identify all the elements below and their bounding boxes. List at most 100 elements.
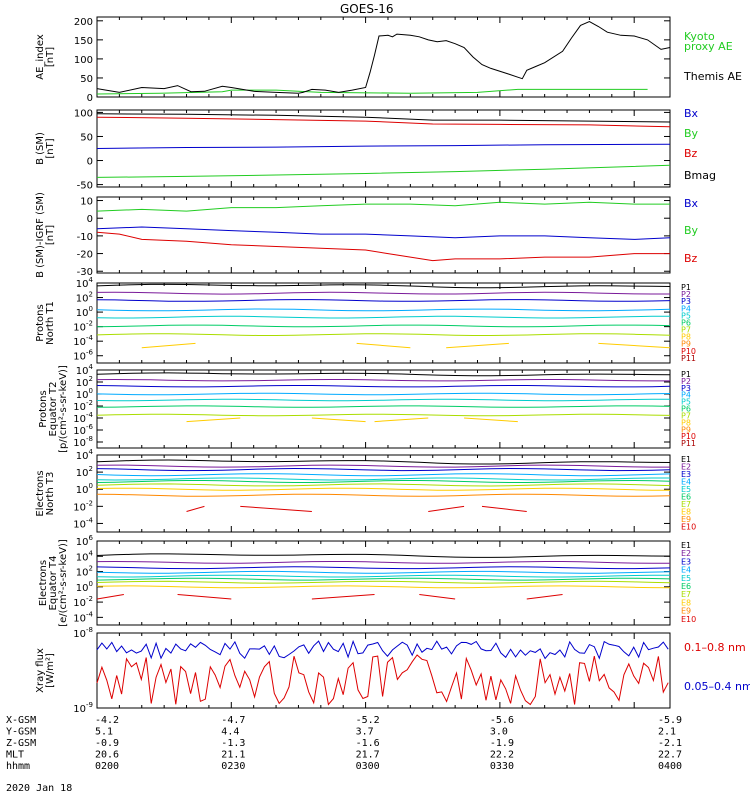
footer-value: -2.1 (658, 738, 682, 749)
y-tick-label: 10-9 (73, 701, 93, 715)
series-line-kyoto-proxy-ae (96, 88, 648, 95)
y-tick-label: 102 (76, 565, 93, 579)
legend-entry: E2 (681, 549, 691, 558)
legend-entry: P7 (681, 411, 691, 420)
flux-channel-segment (186, 417, 241, 423)
legend-entry: P4 (681, 304, 691, 313)
footer-value: 22.7 (658, 750, 682, 761)
y-axis-label: Equator T2 (48, 382, 59, 437)
flux-channel-line (96, 324, 671, 328)
legend-entry: P9 (681, 425, 691, 434)
panel-frame-ae (96, 16, 671, 98)
y-axis-label: Xray flux (35, 648, 46, 693)
y-tick-label: 10-4 (73, 610, 93, 624)
y-axis-label: AE_index (35, 34, 46, 80)
footer-value: 3.0 (490, 727, 508, 738)
flux-channel-segment (481, 505, 527, 512)
flux-channel-segment (464, 417, 518, 423)
y-tick-label: 10-4 (73, 516, 93, 530)
legend-entry: E1 (681, 541, 691, 550)
flux-channel-segment (186, 505, 205, 512)
y-tick-label: 106 (76, 534, 94, 548)
y-tick-label: 102 (76, 465, 93, 479)
footer-row-label: MLT (6, 750, 24, 761)
y-axis-label: [W/m²] (45, 653, 56, 688)
flux-channel-segment (526, 593, 563, 600)
legend-entry: By (684, 224, 699, 237)
flux-channel-line (96, 378, 670, 382)
series-line-by (96, 164, 671, 178)
legend-entry: Bz (684, 147, 698, 160)
footer-value: 0330 (490, 761, 514, 772)
flux-channel-line (96, 570, 671, 574)
flux-channel-line (96, 413, 671, 417)
panel-frame-peqt2 (96, 369, 671, 449)
flux-channel-line (96, 283, 671, 289)
flux-channel-line (96, 299, 671, 302)
panel-frame-ent3 (96, 454, 671, 533)
footer-value: -5.2 (356, 715, 380, 726)
flux-channel-line (96, 483, 671, 487)
flux-channel-line (96, 560, 671, 564)
y-axis-label: [nT] (45, 138, 56, 158)
footer-value: -5.6 (490, 715, 514, 726)
legend-entry: P11 (681, 354, 696, 363)
y-tick-label: 104 (76, 448, 94, 462)
footer-value: -1.6 (356, 738, 380, 749)
flux-channel-segment (598, 342, 671, 349)
flux-channel-line (96, 333, 671, 336)
legend-entry: P7 (681, 326, 691, 335)
legend-entry: E10 (681, 523, 696, 532)
legend-entry: Bx (684, 197, 699, 210)
y-tick-label: 102 (76, 291, 93, 305)
footer-value: 0230 (221, 761, 245, 772)
flux-channel-segment (141, 342, 196, 349)
legend-entry: E3 (681, 557, 691, 566)
legend-entry: P3 (681, 384, 691, 393)
legend-entry: E6 (681, 493, 691, 502)
legend-entry: E5 (681, 574, 691, 583)
y-axis-label: Protons (38, 390, 49, 427)
footer-value: 0200 (95, 761, 119, 772)
legend-entry: P8 (681, 333, 691, 342)
footer-value: 0400 (658, 761, 682, 772)
panel-frame-bigrf (96, 196, 671, 274)
date-label: 2020 Jan 18 (6, 783, 73, 794)
series-line-bz (96, 231, 670, 262)
legend-entry: P2 (681, 290, 691, 299)
legend-entry: P8 (681, 418, 691, 427)
footer-value: -1.3 (221, 738, 245, 749)
series-line-xray-short (96, 639, 669, 660)
flux-channel-line (96, 405, 671, 408)
y-tick-label: 0 (87, 157, 93, 168)
y-axis-label: North T1 (45, 301, 56, 345)
flux-channel-line (96, 487, 670, 491)
y-axis-label: [p/(cm²-s-sr-keV)] (58, 365, 69, 453)
footer-value: 0300 (356, 761, 380, 772)
flux-channel-line (96, 580, 671, 584)
flux-channel-line (96, 315, 670, 319)
legend-entry: By (684, 127, 699, 140)
legend-entry: E7 (681, 590, 691, 599)
flux-channel-segment (177, 593, 232, 600)
flux-channel-line (96, 574, 671, 578)
y-axis-label: Electrons (35, 470, 46, 516)
footer-value: 3.7 (356, 727, 374, 738)
y-axis-label: [nT] (45, 47, 56, 67)
legend-entry: Themis AE (683, 70, 742, 83)
y-tick-label: 10-8 (73, 626, 93, 640)
y-tick-label: 10-2 (73, 595, 93, 609)
panel-frame-xray (96, 632, 671, 709)
y-tick-label: -50 (77, 181, 93, 192)
legend-entry: E4 (681, 566, 691, 575)
footer-value: 22.2 (490, 750, 514, 761)
y-tick-label: 50 (80, 74, 93, 85)
footer-value: 20.6 (95, 750, 119, 761)
flux-channel-line (96, 464, 670, 468)
legend-entry: P6 (681, 318, 691, 327)
flux-channel-line (96, 473, 671, 477)
footer-value: -1.9 (490, 738, 514, 749)
footer-value: 21.1 (221, 750, 245, 761)
y-tick-label: 10-6 (73, 349, 93, 363)
